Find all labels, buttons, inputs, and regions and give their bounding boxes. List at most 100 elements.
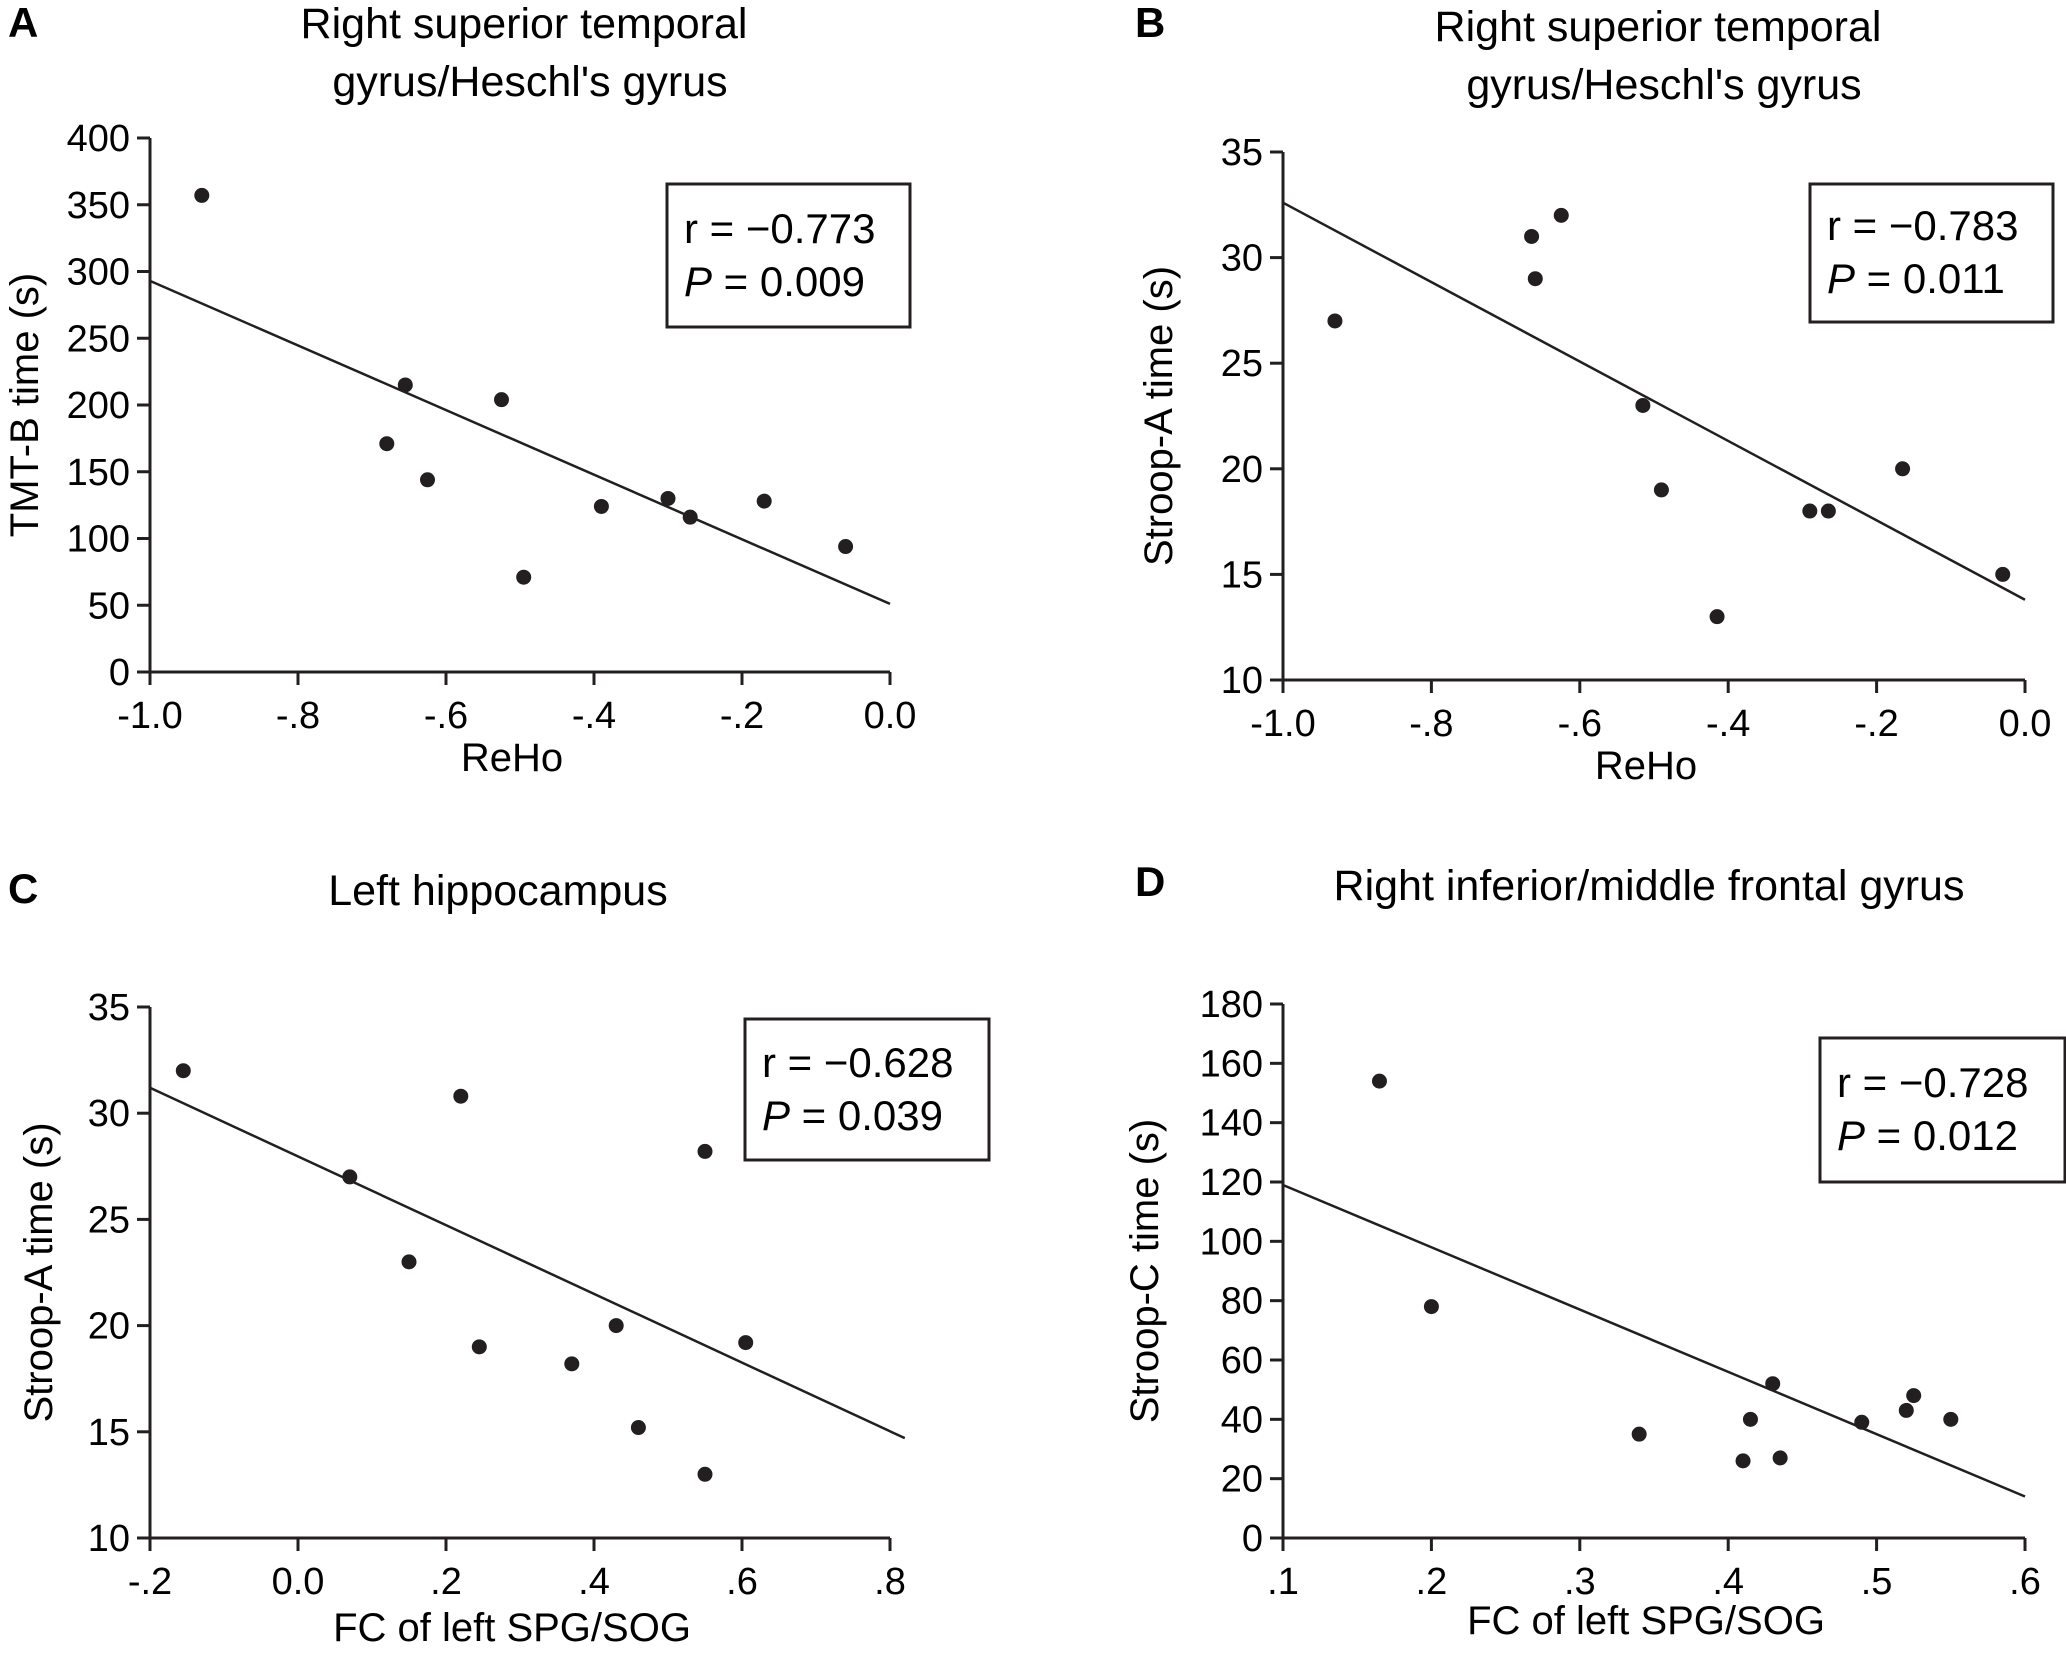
p-value: = 0.012: [1865, 1112, 2018, 1159]
data-point: [838, 539, 854, 555]
data-point: [1802, 503, 1818, 519]
correlation-box: r = −0.628 P = 0.039: [743, 1017, 991, 1162]
y-tick-label: 140: [1200, 1103, 1263, 1145]
y-tick-label: 20: [1221, 449, 1263, 491]
correlation-p: P = 0.009: [684, 258, 865, 305]
correlation-r: r = −0.628: [762, 1039, 953, 1086]
data-point: [1820, 503, 1836, 519]
correlation-box: r = −0.783 P = 0.011: [1808, 182, 2055, 324]
y-tick-label: 100: [67, 519, 130, 561]
panel-c: C Left hippocampus r = −0.628 P = 0.039 …: [8, 865, 991, 1650]
data-point: [1631, 1426, 1647, 1442]
x-tick-label: -.4: [572, 695, 616, 737]
y-tick-label: 100: [1200, 1221, 1263, 1263]
y-tick-label: 60: [1221, 1340, 1263, 1382]
x-tick-label: .2: [430, 1561, 462, 1603]
y-tick-label: 120: [1200, 1162, 1263, 1204]
y-tick-label: 0: [109, 652, 130, 694]
data-point: [453, 1088, 469, 1104]
data-point: [564, 1356, 580, 1372]
data-point: [756, 493, 772, 509]
data-point: [608, 1318, 624, 1334]
data-point: [1995, 566, 2011, 582]
y-tick-label: 160: [1200, 1043, 1263, 1085]
panel-d: D Right inferior/middle frontal gyrus r …: [1123, 858, 2066, 1643]
y-tick-label: 15: [88, 1412, 130, 1454]
y-axis-label: Stroop-A time (s): [1137, 266, 1181, 566]
data-point: [1635, 397, 1651, 413]
x-tick-label: -.8: [276, 695, 320, 737]
data-point: [420, 472, 435, 488]
plot-area: 10 15 20 25 30 35 -.2 0.0 .2 .4 .6 .8 FC of left SPG…: [17, 987, 906, 1650]
data-point: [697, 1143, 713, 1159]
y-tick-label: 250: [67, 318, 130, 360]
correlation-p: P = 0.039: [762, 1092, 943, 1139]
panel-letter: A: [8, 0, 38, 46]
p-symbol: P: [762, 1092, 790, 1139]
y-tick-label: 35: [1221, 132, 1263, 174]
x-tick-label: -.6: [424, 695, 468, 737]
regression-line: [1282, 201, 2026, 601]
p-symbol: P: [1827, 255, 1855, 302]
x-tick-label: -1.0: [117, 695, 182, 737]
regression-line: [149, 1086, 906, 1440]
x-tick-label: -.2: [1854, 703, 1898, 745]
y-tick-label: 25: [88, 1199, 130, 1241]
plot-area: 0 20 40 60 80 100 120 140 160 180 .1 .2 .3 .4 .5 .6 FC o…: [1123, 984, 2041, 1643]
data-point: [738, 1335, 754, 1351]
y-tick-label: 30: [88, 1093, 130, 1135]
chart-title-line: gyrus/Heschl's gyrus: [332, 58, 727, 106]
p-value: = 0.011: [1855, 255, 2005, 302]
y-tick-label: 15: [1221, 554, 1263, 596]
y-tick-label: 25: [1221, 343, 1263, 385]
x-axis-label: ReHo: [461, 736, 563, 780]
y-tick-label: 30: [1221, 238, 1263, 280]
x-tick-label: .3: [1564, 1561, 1596, 1603]
data-point: [401, 1254, 417, 1270]
x-tick-label: .8: [874, 1561, 906, 1603]
x-tick-label: -.2: [128, 1561, 172, 1603]
data-point: [1943, 1411, 1959, 1427]
x-tick-label: .4: [1712, 1561, 1744, 1603]
data-point: [593, 498, 609, 514]
y-tick-label: 350: [67, 185, 130, 227]
data-point: [660, 490, 676, 506]
x-tick-label: .6: [726, 1561, 758, 1603]
x-tick-label: -.4: [1706, 703, 1750, 745]
correlation-box-border: [665, 182, 912, 329]
chart-title: Right superior temporal gyrus/Heschl's g…: [1435, 3, 1894, 109]
y-tick-label: 20: [88, 1306, 130, 1348]
y-tick-label: 35: [88, 987, 130, 1029]
data-point: [175, 1063, 191, 1079]
y-tick-label: 40: [1221, 1399, 1263, 1441]
data-point: [397, 377, 413, 393]
data-point: [194, 187, 210, 203]
x-tick-label: 0.0: [1999, 703, 2052, 745]
data-point: [342, 1169, 358, 1185]
correlation-r: r = −0.783: [1827, 202, 2018, 249]
data-point: [1772, 1450, 1788, 1466]
x-tick-label: -.8: [1409, 703, 1453, 745]
data-point: [1553, 207, 1569, 223]
correlation-box-border: [1808, 182, 2055, 324]
data-point: [1854, 1414, 1870, 1430]
y-tick-label: 10: [1221, 660, 1263, 702]
data-point: [1765, 1376, 1781, 1392]
chart-title: Left hippocampus: [328, 867, 667, 915]
data-point: [1742, 1411, 1758, 1427]
y-tick-label: 400: [67, 118, 130, 160]
y-tick-label: 150: [67, 452, 130, 494]
data-point: [471, 1339, 487, 1355]
y-axis-label: Stroop-C time (s): [1123, 1119, 1167, 1424]
data-point: [630, 1420, 646, 1436]
panel-letter: C: [8, 865, 38, 912]
x-tick-label: 0.0: [864, 695, 917, 737]
x-axis-label: FC of left SPG/SOG: [333, 1606, 691, 1650]
y-tick-label: 0: [1242, 1518, 1263, 1560]
data-point: [1709, 609, 1725, 625]
correlation-r: r = −0.773: [684, 205, 875, 252]
plot-area: 0 50 100 150 200 250 300 350 400 -1.0 -.8 -.6 -.4 -.2…: [3, 118, 916, 780]
chart-title-line: Right superior temporal: [1435, 3, 1882, 51]
y-tick-label: 50: [88, 585, 130, 627]
plot-area: 10 15 20 25 30 35 -1.0 -.8 -.6 -.4 -.2 0.0 ReHo Stroo…: [1137, 132, 2051, 788]
